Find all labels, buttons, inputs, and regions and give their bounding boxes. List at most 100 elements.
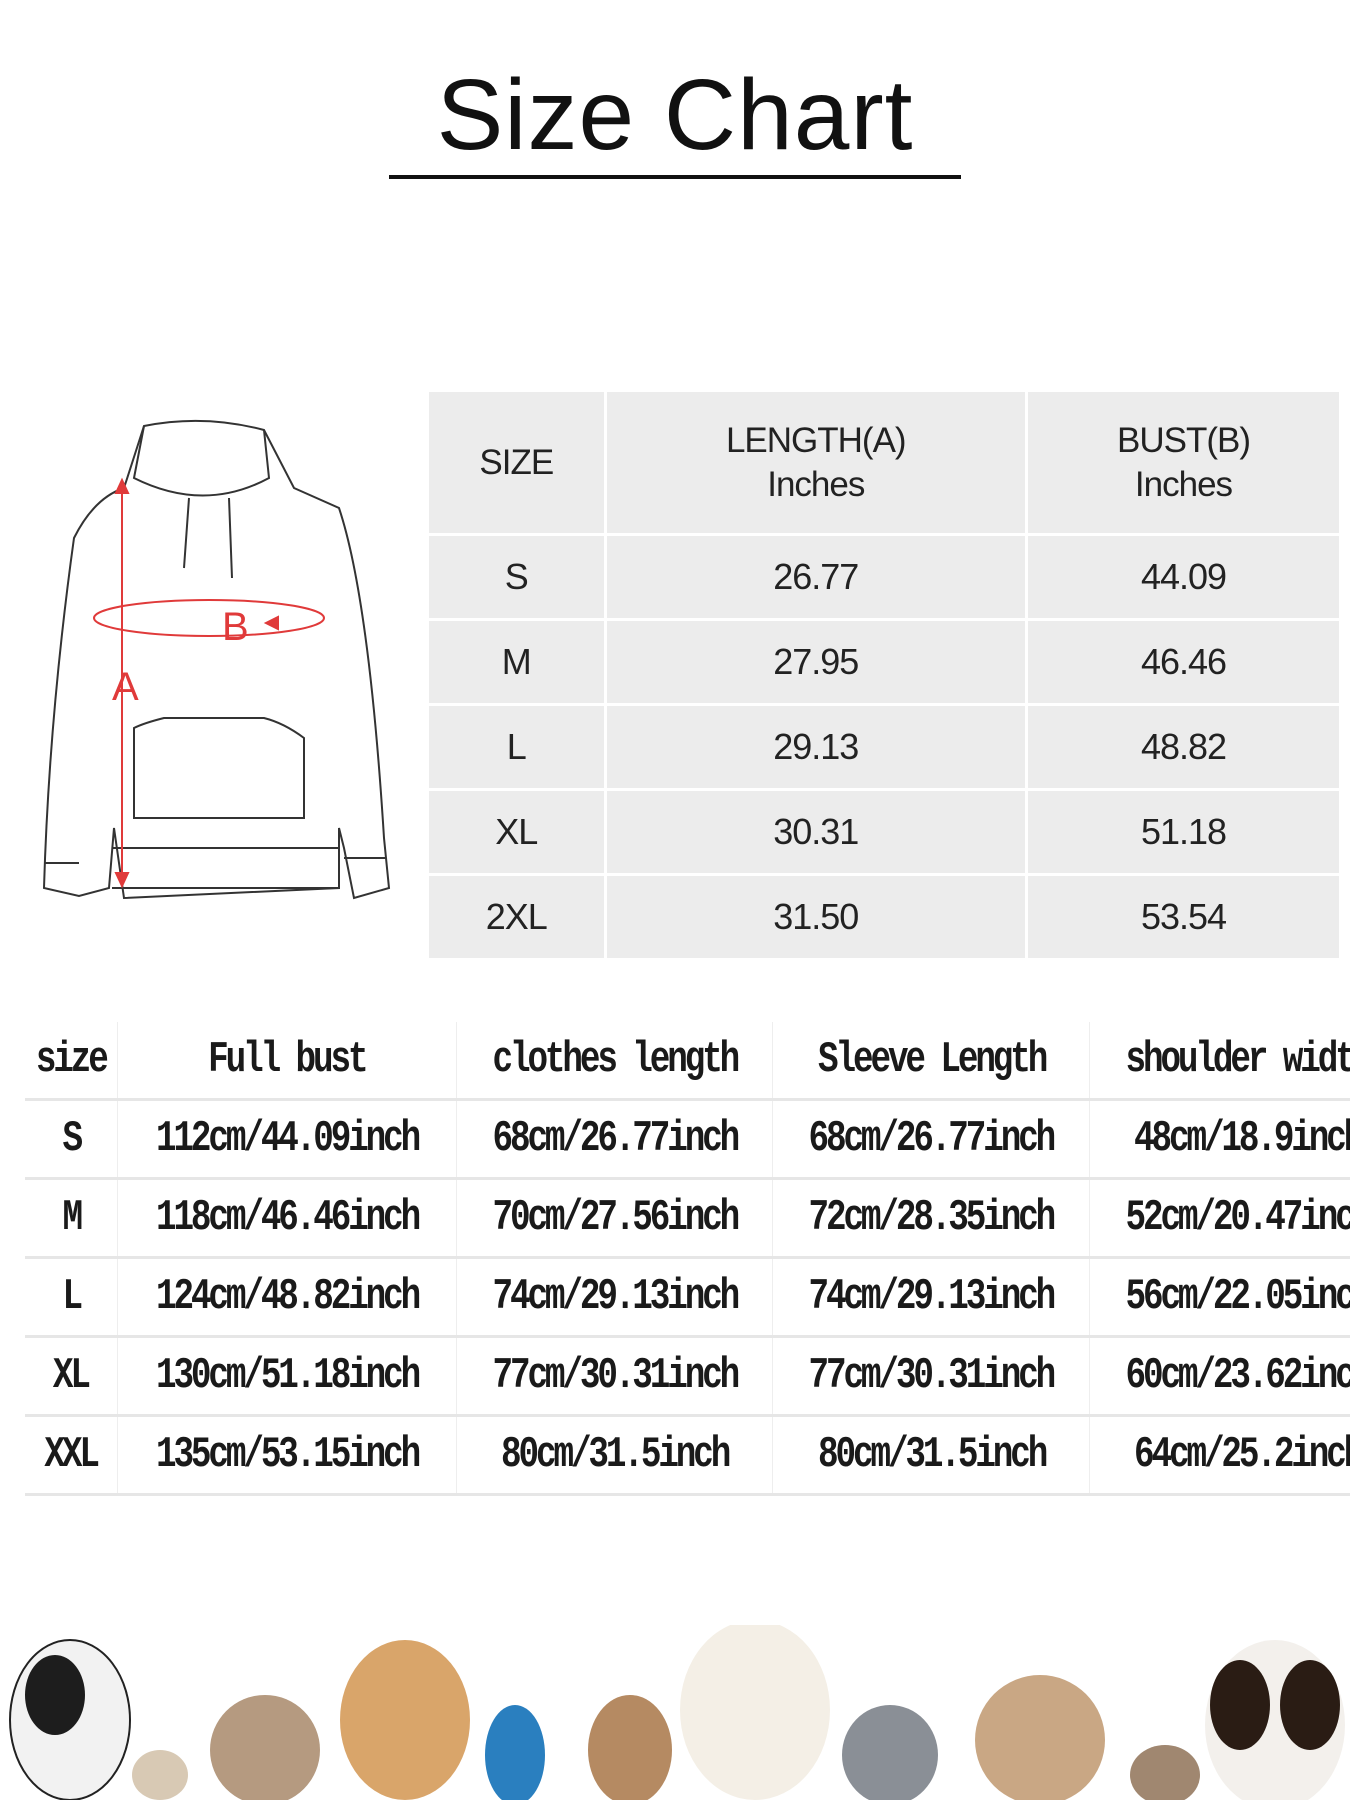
header-size: SIZE [429, 392, 604, 533]
cell-text: 77cm/30.31inch [492, 1351, 740, 1401]
table-cell: S [429, 536, 604, 618]
cell-text: L [62, 1272, 83, 1322]
table-cell: 29.13 [606, 706, 1025, 788]
pet-animals-photo-strip [9, 1625, 1345, 1800]
table-header-row: SIZE LENGTH(A) Inches BUST(B) Inches [429, 392, 1339, 533]
cell-text: 72cm/28.35inch [808, 1193, 1057, 1243]
cell-text: shoulder width [1125, 1035, 1350, 1085]
cell-text: 130cm/51.18inch [155, 1351, 421, 1401]
cell-text: 68cm/26.77inch [808, 1114, 1057, 1164]
table-cell: 77cm/30.31inch [456, 1336, 774, 1417]
table-row: M 27.95 46.46 [429, 621, 1339, 703]
hoodie-diagram: A B [42, 419, 391, 900]
table-header-row: size Full bust clothes length Sleeve Length… [25, 1022, 1350, 1101]
measurement-arrows [93, 477, 325, 889]
header-unit: Inches [1134, 464, 1233, 504]
table-cell: S [25, 1099, 118, 1180]
cell-text: 70cm/27.56inch [492, 1193, 740, 1243]
table-cell: 30.31 [606, 791, 1025, 873]
table-cell: 74cm/29.13inch [456, 1257, 774, 1338]
table-cell: XL [25, 1336, 118, 1417]
table-cell: 48cm/18.9inch [1089, 1099, 1350, 1180]
header-cell: Sleeve Length [772, 1022, 1091, 1101]
cell-text: Full bust [208, 1035, 368, 1085]
cell-text: clothes length [492, 1035, 740, 1085]
cell-text: 74cm/29.13inch [808, 1272, 1057, 1322]
table-row: 2XL 31.50 53.54 [429, 876, 1339, 958]
cell-text: XXL [44, 1430, 101, 1480]
title-underline [389, 175, 961, 179]
table-cell: XL [429, 791, 604, 873]
cell-text: 124cm/48.82inch [155, 1272, 421, 1322]
table-row: L 29.13 48.82 [429, 706, 1339, 788]
table-cell: XXL [25, 1415, 118, 1496]
inch-size-table: SIZE LENGTH(A) Inches BUST(B) Inches S 26.7… [426, 389, 1342, 961]
cell-text: M [62, 1193, 83, 1243]
table-cell: 74cm/29.13inch [772, 1257, 1091, 1338]
cell-text: 80cm/31.5inch [817, 1430, 1048, 1480]
label-a: A [112, 665, 139, 709]
header-cell: shoulder width [1089, 1022, 1350, 1101]
table-cell: 77cm/30.31inch [772, 1336, 1091, 1417]
table-cell: 60cm/23.62inch [1089, 1336, 1350, 1417]
table-cell: L [429, 706, 604, 788]
table-row: XXL 135cm/53.15inch 80cm/31.5inch 80cm/31.5… [25, 1415, 1350, 1496]
table-cell: 112cm/44.09inch [117, 1099, 457, 1180]
header-text: SIZE [479, 442, 554, 482]
cell-text: Sleeve Length [817, 1035, 1048, 1085]
header-text: BUST(B) [1116, 420, 1251, 460]
header-bust: BUST(B) Inches [1027, 392, 1339, 533]
table-cell: 44.09 [1027, 536, 1339, 618]
table-row: XL 30.31 51.18 [429, 791, 1339, 873]
table-cell: 27.95 [606, 621, 1025, 703]
table-cell: 31.50 [606, 876, 1025, 958]
table-row: S 112cm/44.09inch 68cm/26.77inch 68cm/26.77… [25, 1099, 1350, 1180]
cell-text: 48cm/18.9inch [1134, 1114, 1350, 1164]
header-text: LENGTH(A) [725, 420, 907, 460]
cell-text: 60cm/23.62inch [1125, 1351, 1350, 1401]
cm-size-table: size Full bust clothes length Sleeve Length… [25, 1022, 1350, 1496]
table-row: M 118cm/46.46inch 70cm/27.56inch 72cm/28.35… [25, 1178, 1350, 1259]
cell-text: 77cm/30.31inch [808, 1351, 1057, 1401]
table-cell: 135cm/53.15inch [117, 1415, 457, 1496]
table-cell: 70cm/27.56inch [456, 1178, 774, 1259]
cell-text: XL [53, 1351, 91, 1401]
table-cell: L [25, 1257, 118, 1338]
table-cell: 80cm/31.5inch [456, 1415, 774, 1496]
cell-text: 80cm/31.5inch [500, 1430, 731, 1480]
cell-text: 74cm/29.13inch [492, 1272, 740, 1322]
table-row: XL 130cm/51.18inch 77cm/30.31inch 77cm/30.3… [25, 1336, 1350, 1417]
table-cell: M [429, 621, 604, 703]
table-cell: 2XL [429, 876, 604, 958]
page-title: Size Chart [436, 59, 914, 171]
cell-text: S [62, 1114, 83, 1164]
header-unit: Inches [767, 464, 865, 504]
table-cell: 64cm/25.2inch [1089, 1415, 1350, 1496]
cell-text: size [35, 1035, 109, 1085]
table-cell: 72cm/28.35inch [772, 1178, 1091, 1259]
table-cell: 51.18 [1027, 791, 1339, 873]
table-cell: 53.54 [1027, 876, 1339, 958]
table-cell: 68cm/26.77inch [772, 1099, 1091, 1180]
cell-text: 118cm/46.46inch [155, 1193, 421, 1243]
table-cell: 48.82 [1027, 706, 1339, 788]
table-cell: 130cm/51.18inch [117, 1336, 457, 1417]
cell-text: 52cm/20.47inch [1125, 1193, 1350, 1243]
table-cell: 124cm/48.82inch [117, 1257, 457, 1338]
label-b: B [222, 605, 249, 649]
header-cell: size [25, 1022, 118, 1101]
header-cell: Full bust [117, 1022, 457, 1101]
table-cell: M [25, 1178, 118, 1259]
header-cell: clothes length [456, 1022, 774, 1101]
table-cell: 80cm/31.5inch [772, 1415, 1091, 1496]
cell-text: 64cm/25.2inch [1134, 1430, 1350, 1480]
table-cell: 46.46 [1027, 621, 1339, 703]
table-row: S 26.77 44.09 [429, 536, 1339, 618]
table-cell: 56cm/22.05inch [1089, 1257, 1350, 1338]
cell-text: 68cm/26.77inch [492, 1114, 740, 1164]
cell-text: 56cm/22.05inch [1125, 1272, 1350, 1322]
table-cell: 68cm/26.77inch [456, 1099, 774, 1180]
table-row: L 124cm/48.82inch 74cm/29.13inch 74cm/29.13… [25, 1257, 1350, 1338]
cell-text: 112cm/44.09inch [155, 1114, 421, 1164]
table-cell: 26.77 [606, 536, 1025, 618]
